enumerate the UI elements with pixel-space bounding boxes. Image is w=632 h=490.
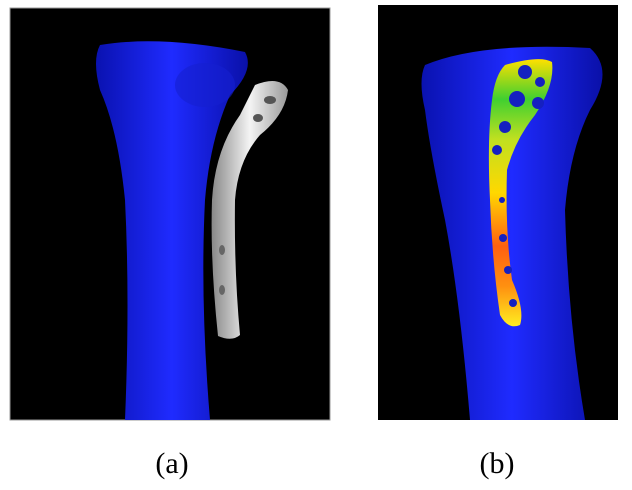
figure-images <box>0 0 632 440</box>
panel-b-image <box>378 5 618 420</box>
panel-a-image <box>10 8 330 420</box>
caption: (a) <box>132 447 212 481</box>
figure: (a) (b) <box>0 0 632 490</box>
caption: (b) <box>457 447 537 481</box>
